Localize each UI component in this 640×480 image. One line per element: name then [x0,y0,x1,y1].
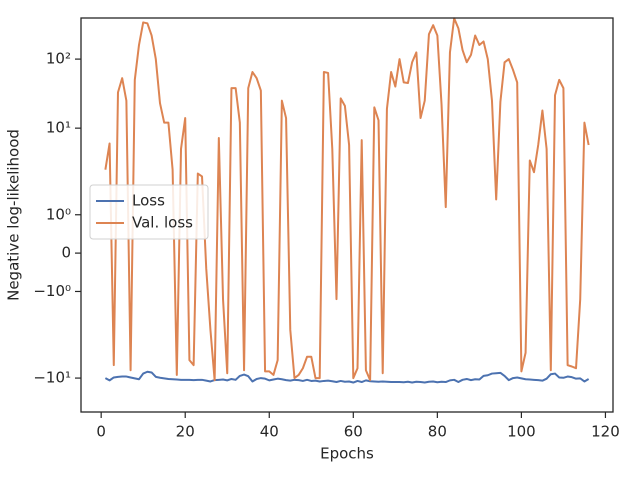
y-tick-label: 0 [61,244,71,262]
plot-frame [80,17,614,413]
y-tick-label: 10¹ [46,119,71,137]
y-tick-label: 10² [46,50,71,68]
legend-box [89,184,209,240]
y-tick-label: 10⁰ [46,205,71,223]
y-tick-label: −10¹ [33,369,71,387]
y-tick-label: −10⁰ [33,282,71,300]
legend-label: Val. loss [132,214,193,232]
legend-label: Loss [132,192,165,210]
line-series [104,370,590,384]
y-axis-label: Negative log-likelihood [5,129,23,301]
x-tick-label: 0 [96,423,106,441]
x-tick-label: 80 [428,423,447,441]
x-tick-label: 20 [176,423,195,441]
x-tick-label: 100 [507,423,536,441]
line-series [104,17,590,382]
x-tick-label: 60 [344,423,363,441]
x-tick-label: 120 [591,423,620,441]
x-axis-label: Epochs [320,445,374,463]
x-tick-label: 40 [260,423,279,441]
